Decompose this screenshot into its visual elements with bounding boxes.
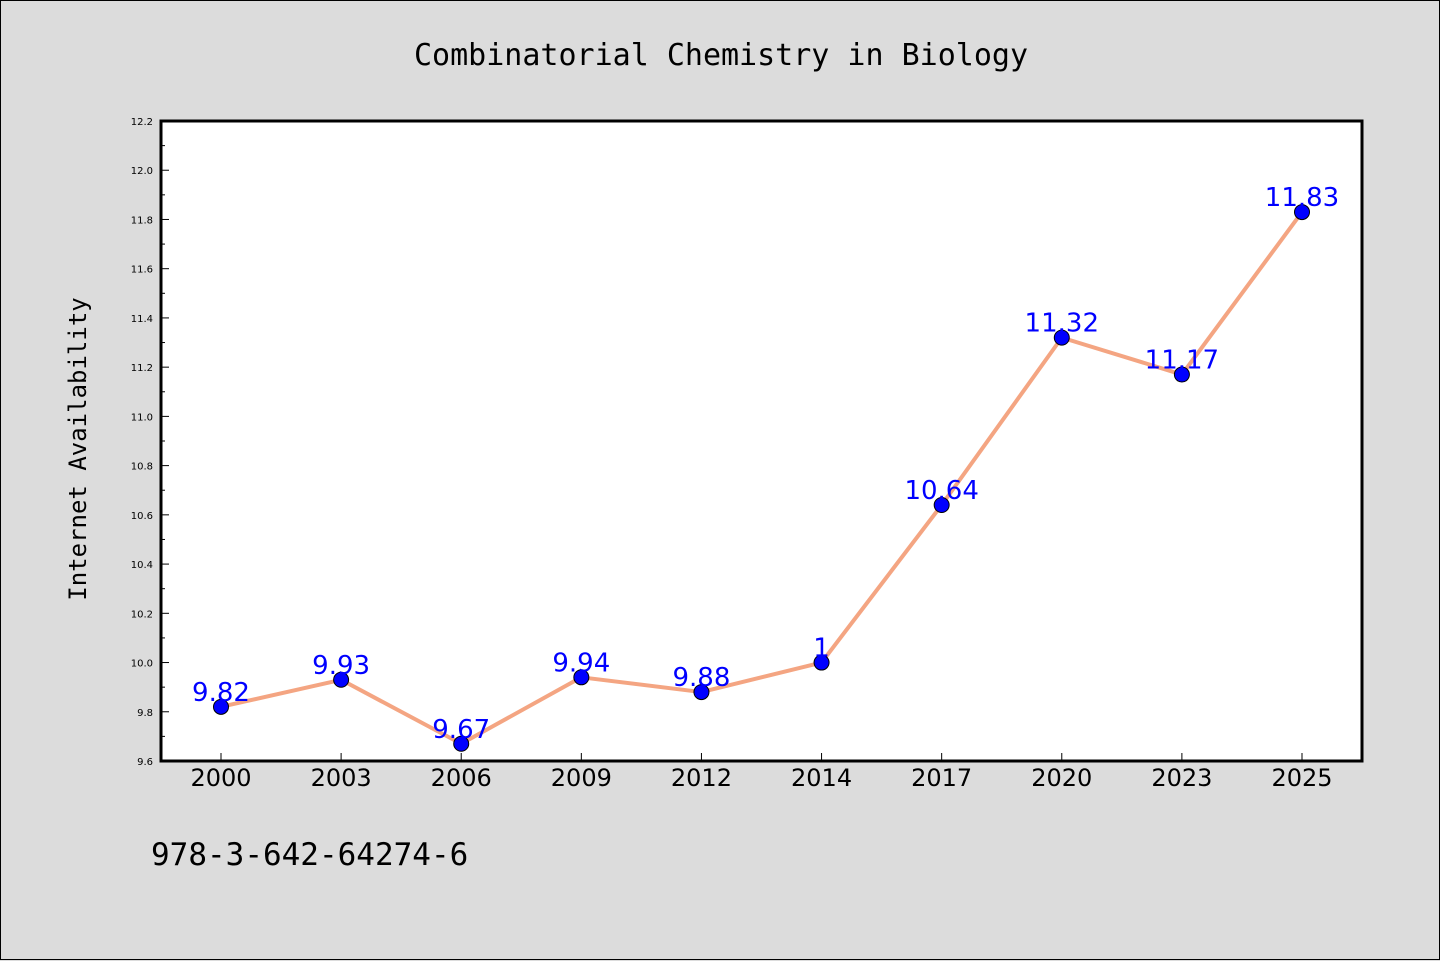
data-label: 9.88 [672,663,730,693]
y-tick-label: 11.4 [131,314,153,325]
data-label: 1 [813,634,830,664]
plot-area [161,121,1362,761]
y-tick-label: 10.0 [131,659,153,670]
y-tick-label: 10.8 [131,462,153,473]
x-tick-label: 2020 [1031,764,1092,792]
data-point [693,684,710,701]
x-tick-label: 2000 [190,764,251,792]
data-point [453,735,470,752]
data-point [933,497,950,513]
data-label: 11.17 [1145,346,1219,376]
y-tick-label: 11.8 [131,215,153,226]
chart-title: Combinatorial Chemistry in Biology [414,38,1028,73]
data-label: 9.93 [312,651,370,681]
series-line [220,210,1304,746]
series-layer [213,204,1310,752]
data-label: 9.67 [432,715,490,745]
data-point [1053,329,1070,346]
y-tick-label: 10.6 [131,511,153,522]
y-tick-label: 9.8 [137,708,153,719]
y-tick-label: 11.0 [131,412,153,423]
plot-border [159,119,1364,763]
data-labels-layer: 9.82 9.93 9.67 9.94 9.88 1 10.64 11.32 11.17 11.8… [192,183,1339,745]
data-point [813,654,830,671]
y-tick-label: 12.2 [131,117,153,128]
data-label: 9.82 [192,678,250,708]
y-axis-label: Internet Availability [64,297,92,600]
data-label: 10.64 [904,476,978,506]
y-tick-label: 11.6 [131,265,153,276]
x-tick-label: 2025 [1271,764,1332,792]
x-tick-label: 2003 [311,764,372,792]
data-label: 9.94 [552,648,610,678]
y-tick-label: 11.2 [131,363,153,374]
y-tick-label: 9.6 [137,757,153,768]
data-label: 11.32 [1025,309,1099,339]
y-tick-label: 10.4 [131,560,153,571]
x-tick-label: 2006 [431,764,492,792]
data-point [573,669,590,686]
x-tick-label: 2023 [1151,764,1212,792]
footnote-isbn: 978-3-642-64274-6 [151,837,468,873]
data-label: 11.83 [1265,183,1339,213]
y-tick-label: 10.2 [131,609,153,620]
data-point [213,698,229,715]
x-tick-label: 2009 [551,764,612,792]
data-point [1173,366,1190,383]
x-tick-label: 2012 [671,764,732,792]
data-point [333,671,350,688]
y-tick-label: 12.0 [131,166,153,177]
x-axis-ticks: 2000 2003 2006 2009 2012 2014 2017 2020 2023 2025 [190,753,1333,792]
data-point [1294,204,1310,221]
x-tick-label: 2014 [791,764,852,792]
x-tick-label: 2017 [911,764,972,792]
